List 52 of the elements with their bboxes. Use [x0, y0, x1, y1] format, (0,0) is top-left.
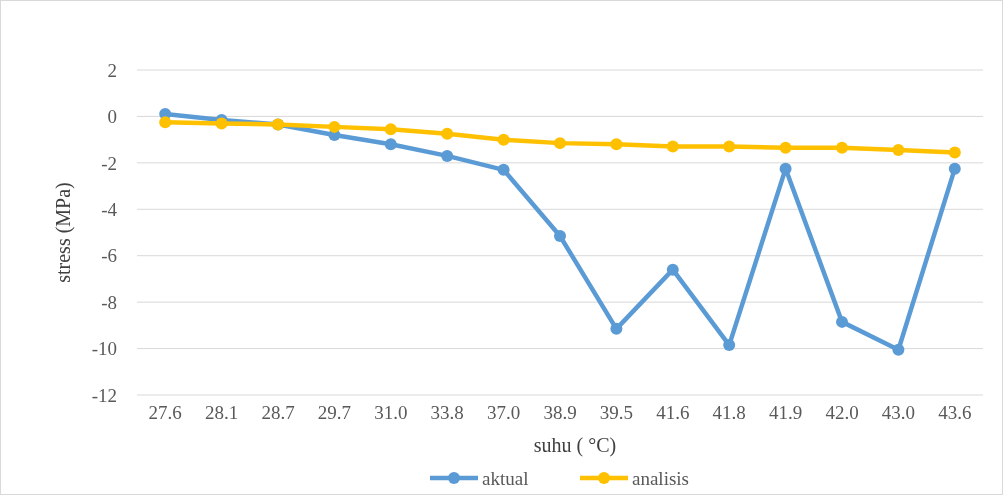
point — [215, 117, 228, 130]
x-tick-label: 33.8 — [430, 402, 464, 423]
point — [723, 339, 736, 352]
point — [892, 144, 905, 157]
y-tick-label: -8 — [101, 291, 117, 313]
y-tick-label: 2 — [107, 59, 117, 81]
x-tick-label: 37.0 — [486, 402, 521, 423]
x-tick-label: 31.0 — [374, 402, 408, 423]
point — [441, 149, 454, 162]
legend-label: analisis — [632, 467, 689, 489]
legend-label: aktual — [482, 467, 529, 489]
x-tick-label: 41.8 — [712, 402, 746, 423]
y-axis-title: stress (MPa) — [52, 182, 75, 283]
point — [159, 116, 172, 129]
x-tick-label: 29.7 — [317, 402, 352, 423]
point — [554, 229, 566, 242]
x-tick-label: 41.9 — [768, 402, 803, 423]
y-tick-label: 0 — [107, 106, 117, 128]
point — [384, 138, 397, 151]
x-tick-label: 38.9 — [543, 402, 577, 423]
x-tick-label: 27.6 — [148, 402, 182, 423]
point — [384, 123, 397, 136]
point — [497, 133, 510, 146]
point — [610, 322, 623, 335]
point — [948, 162, 961, 175]
point — [666, 263, 679, 276]
point — [836, 141, 848, 154]
x-tick-label: 41.6 — [656, 402, 690, 423]
y-tick-label: -12 — [91, 384, 117, 406]
x-tick-label: 43.6 — [938, 402, 972, 423]
y-tick-label: -2 — [101, 152, 117, 174]
x-axis-title: suhu ( °C) — [533, 434, 617, 457]
y-tick-label: -6 — [101, 245, 117, 267]
point — [779, 141, 792, 154]
point — [328, 120, 341, 133]
y-tick-label: -10 — [91, 338, 117, 360]
point — [441, 127, 454, 140]
point — [892, 343, 905, 356]
x-tick-label: 28.7 — [261, 402, 295, 423]
x-tick-label: 39.5 — [599, 402, 634, 423]
x-tick-label: 28.1 — [204, 402, 239, 423]
point — [497, 163, 510, 176]
point — [723, 140, 736, 153]
x-tick-label: 43.0 — [881, 402, 916, 423]
y-tick-label: -4 — [101, 198, 118, 220]
point — [666, 140, 679, 153]
point — [948, 146, 961, 159]
point — [610, 138, 623, 151]
x-tick-label: 42.0 — [825, 402, 859, 423]
point — [554, 137, 566, 150]
point — [779, 162, 792, 175]
point — [836, 315, 848, 328]
